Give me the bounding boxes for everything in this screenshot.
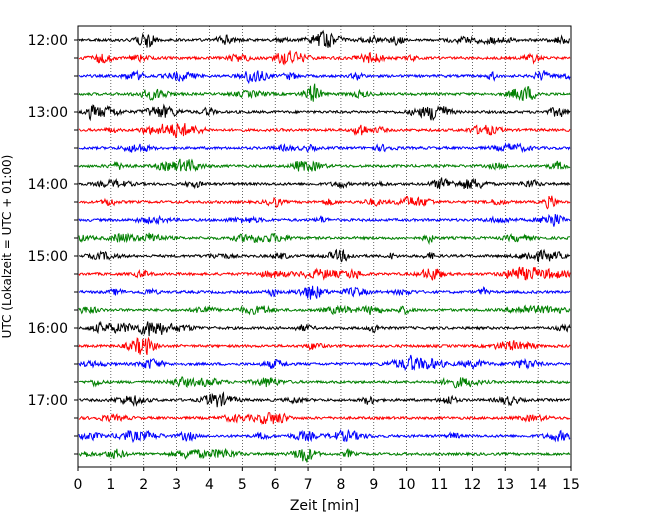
seismic-trace [78, 103, 571, 122]
x-tick-label: 11 [431, 477, 449, 493]
seismic-trace [78, 83, 571, 102]
trace-group [78, 29, 571, 463]
x-tick-label: 10 [398, 477, 416, 493]
seismic-trace [78, 232, 571, 246]
seismic-trace [78, 428, 571, 444]
x-tick-label: 2 [139, 477, 148, 493]
x-tick-label: 12 [463, 477, 481, 493]
y-axis: 12:00 13:00 14:00 15:00 16:00 17:00 [28, 33, 78, 455]
seismic-trace [78, 158, 571, 173]
x-tick-label: 15 [562, 477, 580, 493]
x-tick-label: 8 [336, 477, 345, 493]
x-axis: 0 1 2 3 4 5 6 7 8 9 10 11 12 13 14 15 [74, 467, 580, 493]
x-tick-label: 5 [238, 477, 247, 493]
seismic-trace [78, 320, 571, 337]
seismic-trace [78, 304, 571, 316]
seismic-trace [78, 177, 571, 190]
y-axis-title: UTC (Lokalzeit = UTC + 01:00) [0, 155, 14, 339]
x-tick-label: 0 [74, 477, 83, 493]
seismic-trace [78, 447, 571, 463]
seismic-trace [78, 50, 571, 66]
x-tick-label: 9 [369, 477, 378, 493]
seismic-trace [78, 285, 571, 300]
seismic-trace [78, 248, 571, 263]
seismic-trace [78, 142, 571, 154]
seismic-trace [78, 213, 571, 227]
x-tick-label: 3 [172, 477, 181, 493]
y-tick-label: 13:00 [28, 105, 68, 121]
seismic-trace [78, 266, 571, 281]
y-tick-label: 17:00 [28, 393, 68, 409]
x-axis-title: Zeit [min] [290, 498, 359, 514]
x-tick-label: 6 [271, 477, 280, 493]
x-tick-label: 7 [304, 477, 313, 493]
seismic-trace [78, 411, 571, 425]
seismic-trace [78, 375, 571, 389]
y-tick-label: 15:00 [28, 249, 68, 265]
y-tick-label: 16:00 [28, 321, 68, 337]
seismic-trace [78, 391, 571, 408]
x-tick-label: 14 [529, 477, 547, 493]
seismic-trace [78, 29, 571, 48]
seismic-trace [78, 354, 571, 372]
y-tick-label: 12:00 [28, 33, 68, 49]
x-tick-label: 4 [205, 477, 214, 493]
seismic-trace [78, 195, 571, 210]
seismic-trace [78, 122, 571, 139]
y-tick-label: 14:00 [28, 177, 68, 193]
plot-frame [77, 25, 572, 468]
seismic-trace [78, 336, 571, 355]
seismic-trace [78, 69, 571, 85]
x-tick-label: 1 [106, 477, 115, 493]
x-tick-label: 13 [496, 477, 514, 493]
